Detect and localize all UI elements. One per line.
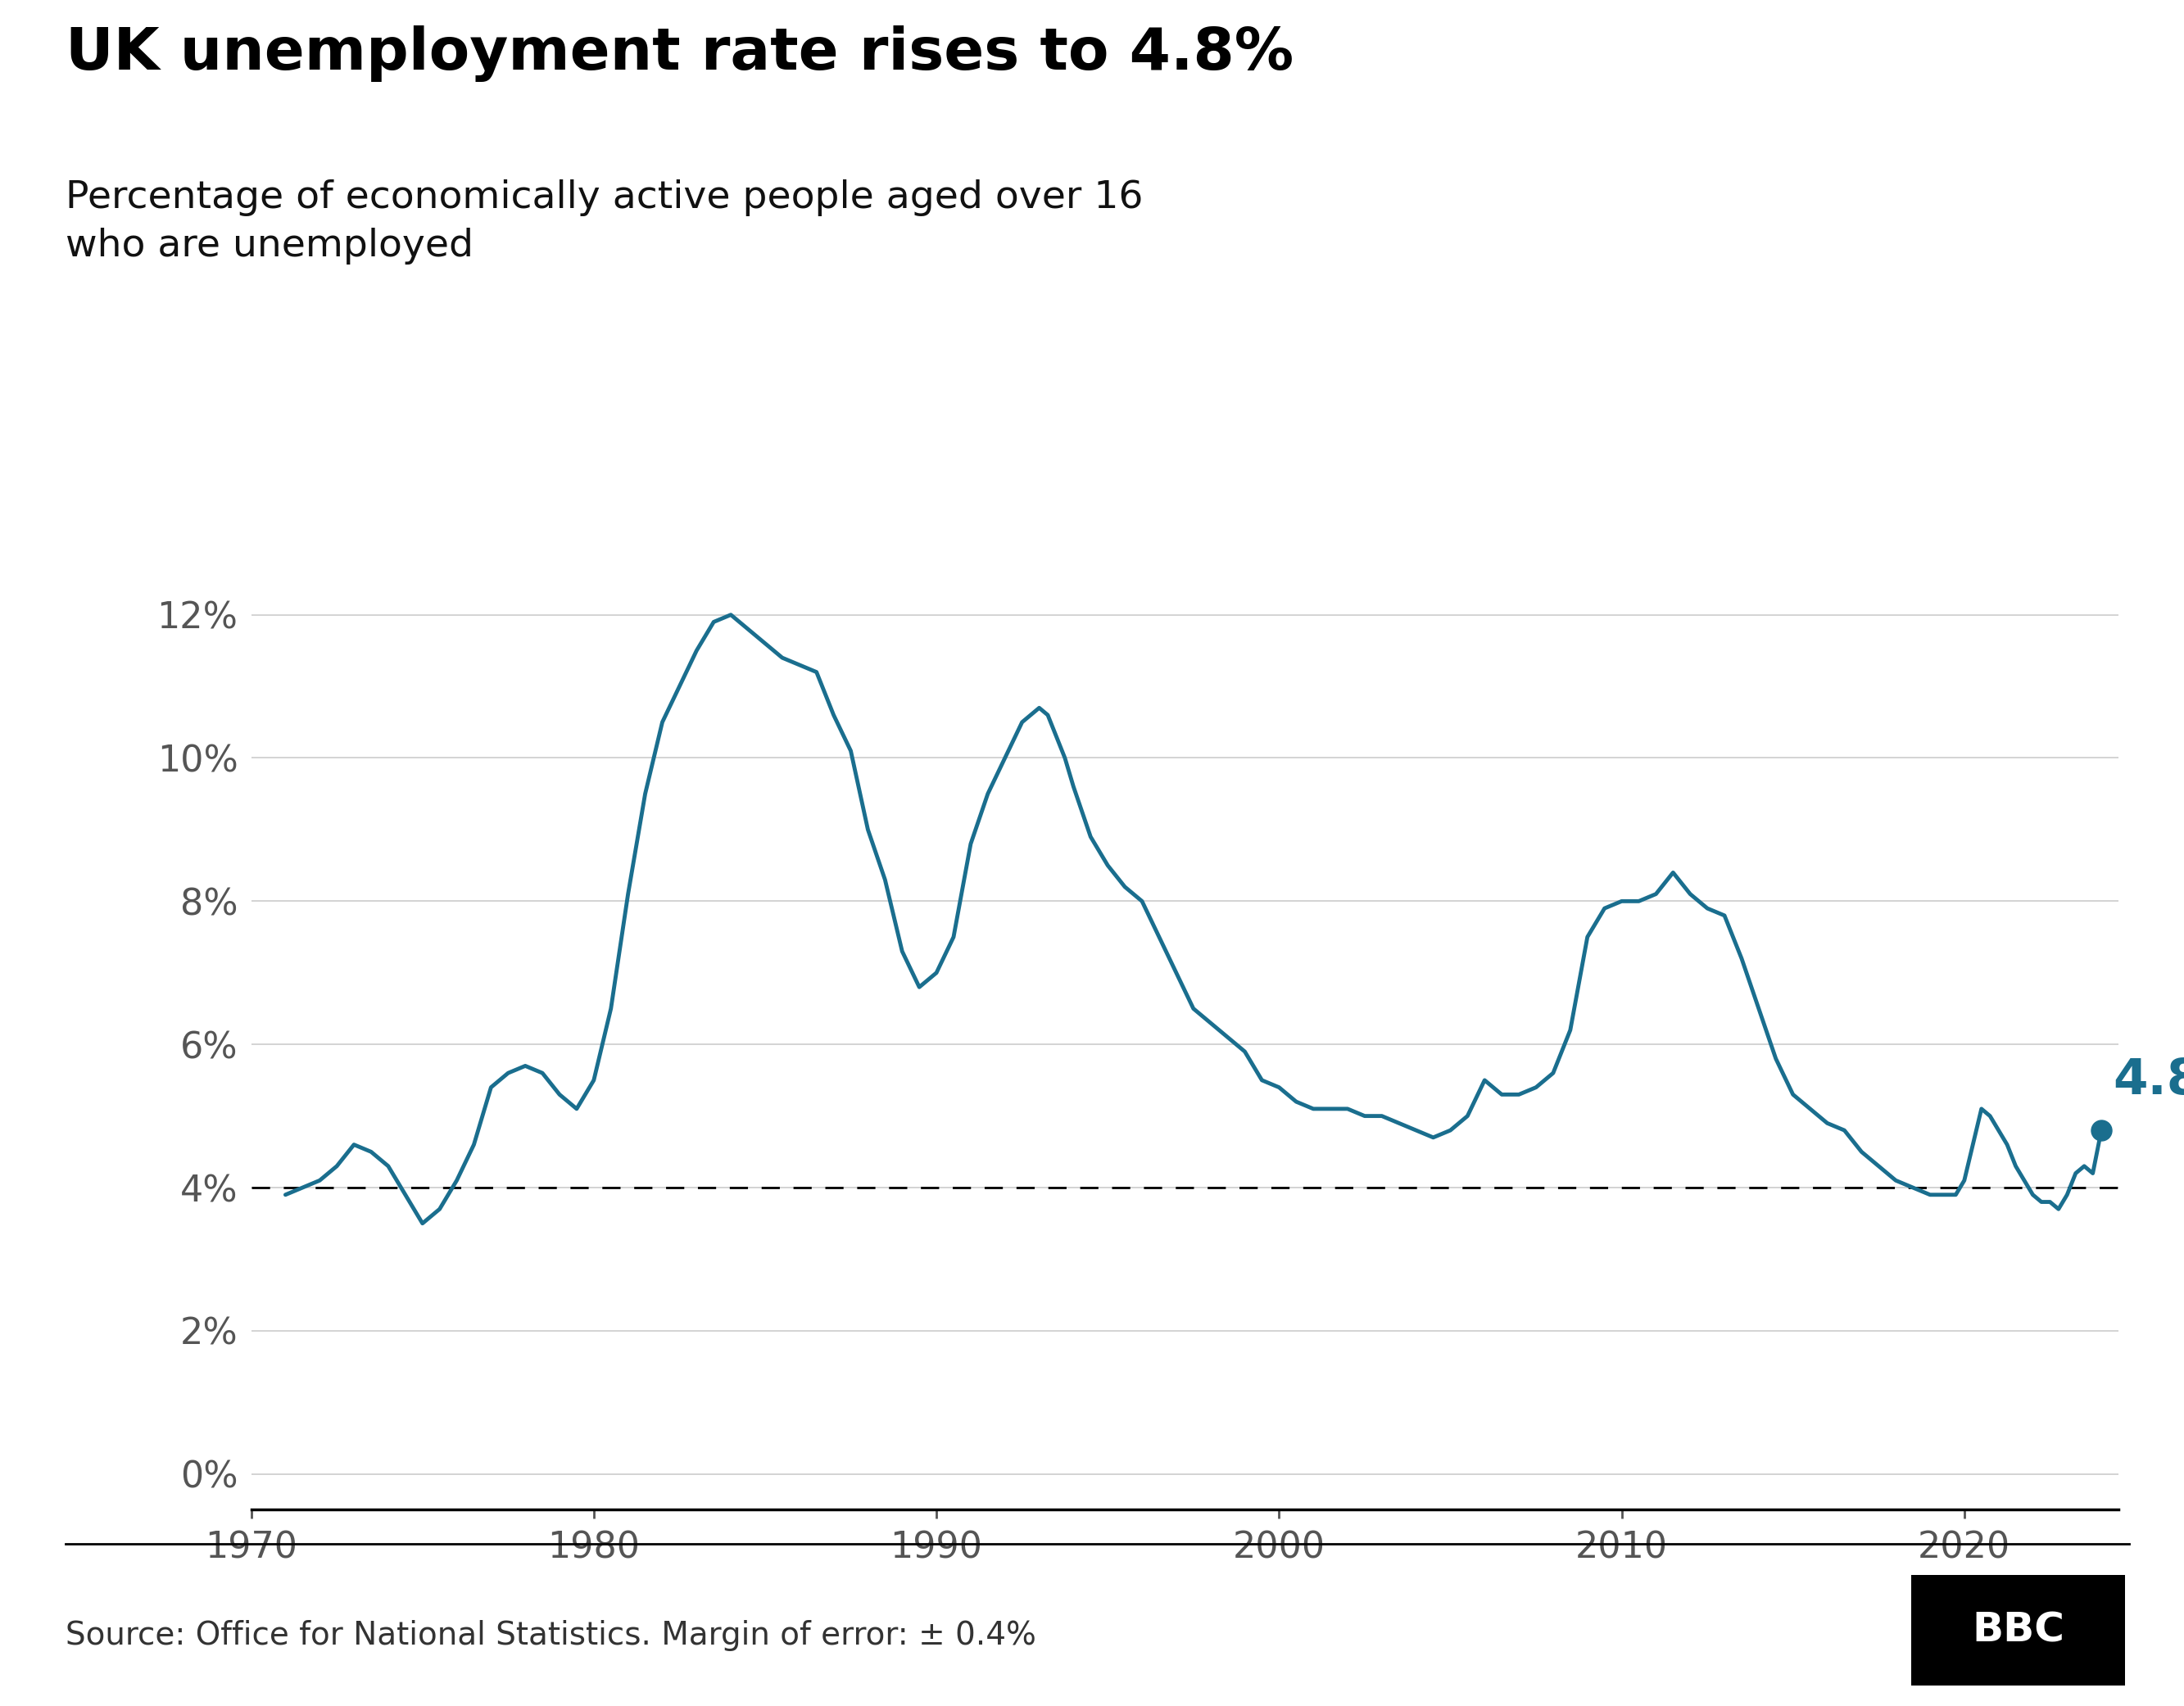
- Text: 4.8%: 4.8%: [2114, 1056, 2184, 1105]
- Text: Source: Office for National Statistics. Margin of error: ± 0.4%: Source: Office for National Statistics. …: [66, 1621, 1035, 1651]
- Text: UK unemployment rate rises to 4.8%: UK unemployment rate rises to 4.8%: [66, 26, 1293, 82]
- Text: Percentage of economically active people aged over 16
who are unemployed: Percentage of economically active people…: [66, 179, 1142, 264]
- Text: BBC: BBC: [1972, 1610, 2064, 1650]
